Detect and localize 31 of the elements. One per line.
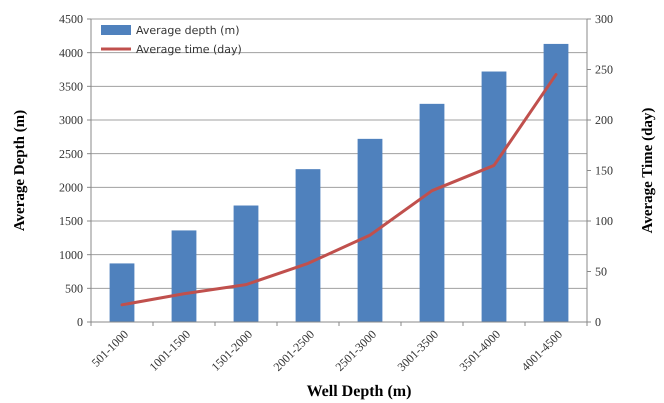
y-tick-label: 500	[65, 282, 83, 296]
y-tick-label: 2500	[59, 146, 83, 161]
bar	[544, 44, 568, 322]
y-axis-title: Average Depth (m)	[12, 110, 28, 232]
bar	[420, 104, 444, 322]
y2-tick-label: 250	[595, 62, 613, 77]
y-tick-label: 4500	[59, 12, 83, 26]
y-tick-label: 1500	[59, 214, 83, 228]
bar	[482, 72, 506, 322]
y2-tick-label: 100	[595, 214, 613, 228]
y2-axis-title: Average Time (day)	[640, 108, 656, 234]
y2-tick-label: 150	[595, 164, 613, 178]
bar	[110, 263, 134, 322]
bar	[234, 206, 258, 322]
y-tick-label: 4000	[59, 46, 83, 60]
y-tick-label: 3000	[59, 113, 83, 128]
y-tick-label: 1000	[59, 248, 83, 262]
legend-label: Average time (day)	[136, 42, 242, 56]
y2-tick-label: 200	[595, 113, 613, 128]
y-tick-label: 2000	[59, 180, 83, 195]
y2-tick-label: 0	[595, 315, 601, 330]
bar	[172, 230, 196, 322]
y2-tick-label: 300	[595, 12, 613, 26]
bar	[358, 138, 382, 322]
y-tick-label: 3500	[59, 80, 83, 94]
legend-label: Average depth (m)	[136, 24, 240, 37]
y-tick-label: 0	[77, 315, 83, 330]
bar	[296, 169, 320, 322]
x-axis-title: Well Depth (m)	[306, 383, 412, 400]
y2-tick-label: 50	[595, 264, 607, 279]
line-series	[120, 73, 558, 306]
